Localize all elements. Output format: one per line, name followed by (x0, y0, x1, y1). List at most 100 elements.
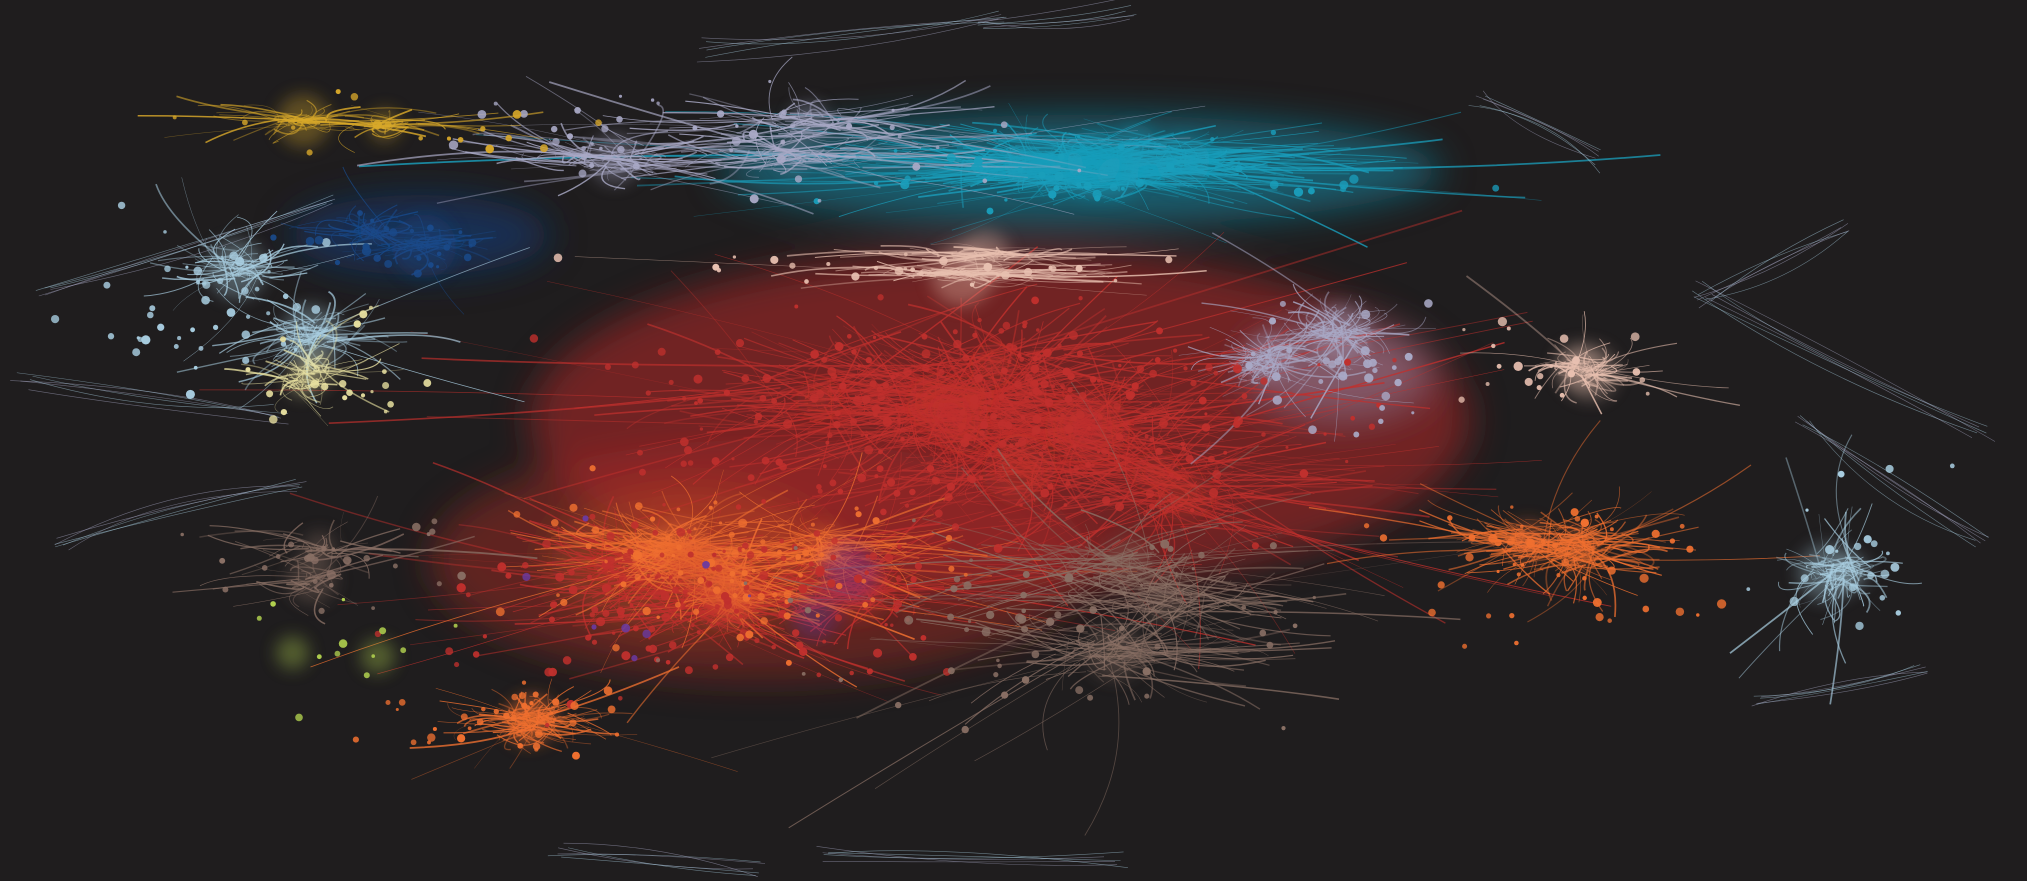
red-core-node (735, 504, 742, 510)
red-core-edge (581, 568, 608, 638)
red-core-node (686, 529, 692, 534)
orange-node (529, 701, 534, 706)
brown-node (950, 585, 958, 593)
pale-blue-hub-glow (207, 239, 266, 299)
red-core-node (662, 502, 666, 507)
orange-node (802, 549, 810, 557)
red-core-edge (721, 369, 898, 396)
orange-node (476, 718, 484, 726)
orange-edge (1596, 464, 1752, 545)
lavender-edge (472, 132, 589, 157)
teal-node (1166, 162, 1175, 171)
red-core-node (1118, 363, 1122, 368)
brown-edge (331, 552, 370, 579)
brown-edge (1201, 547, 1236, 590)
red-core-edge (968, 430, 1139, 449)
pale-blue-node (146, 311, 154, 319)
red-core-node (771, 644, 777, 650)
red-core-edge (653, 608, 693, 623)
lavender-edge (853, 158, 861, 168)
lavender-node (581, 146, 586, 151)
red-core-edge (878, 436, 933, 501)
orange-node (634, 573, 641, 581)
red-core-edge (199, 389, 846, 407)
purple-hub-glow (822, 543, 878, 599)
red-core-edge (1155, 342, 1494, 488)
pale-yellow-node (269, 415, 278, 424)
orange-node (963, 572, 968, 577)
red-core-edge (731, 388, 795, 402)
navy-node (389, 228, 398, 237)
lavender-node (1271, 372, 1281, 382)
red-core-node (903, 367, 912, 377)
orange-node (783, 590, 792, 599)
red-core-node (1072, 444, 1077, 449)
red-core-node (921, 349, 931, 359)
red-core-node (808, 561, 814, 567)
red-core-edge (1028, 355, 1172, 360)
red-core-edge (979, 491, 1105, 549)
red-core-node (1020, 415, 1026, 420)
brown-node (1076, 624, 1085, 633)
red-core-node (1113, 402, 1121, 410)
pale-blue-node (149, 305, 156, 312)
orange-node (1669, 538, 1676, 544)
teal-node (973, 156, 983, 166)
orange-node (1510, 505, 1514, 509)
brown-edge (1125, 650, 1261, 710)
navy-node (361, 246, 372, 256)
red-core-node (869, 552, 878, 561)
brown-edge (1143, 640, 1336, 651)
red-core-node (657, 347, 666, 356)
orange-node (467, 726, 472, 731)
outer-edge (983, 14, 1137, 29)
lavender-node (1394, 378, 1402, 387)
red-core-node (1078, 296, 1083, 301)
brown-node (222, 586, 229, 593)
orange-node (671, 553, 676, 558)
brown-node (655, 658, 661, 663)
lavender-edge (856, 122, 1019, 152)
navy-node (458, 230, 463, 235)
red-core-node (1040, 488, 1050, 498)
gold-node (595, 119, 602, 126)
red-core-node (652, 529, 659, 536)
orange-node (569, 719, 577, 727)
peach-node (969, 282, 975, 287)
red-core-edge (965, 481, 992, 506)
orange-node (427, 740, 431, 745)
gold-edge (324, 107, 437, 121)
red-core-node (865, 357, 872, 364)
brown-hub-glow (1140, 575, 1188, 623)
peach-node (1559, 334, 1569, 343)
brown-node (318, 607, 325, 615)
brown-edge (1158, 605, 1220, 638)
brown-edge (856, 556, 1192, 719)
red-core-edge (1233, 492, 1327, 510)
orange-node (713, 500, 718, 505)
pale-yellow-node (310, 379, 320, 389)
red-core-node (753, 419, 759, 424)
red-core-node (1285, 445, 1289, 449)
lavender-node (616, 116, 623, 123)
peach-node (1537, 372, 1544, 380)
red-core-node (472, 651, 480, 658)
red-core-node (979, 475, 984, 480)
pale-yellow-node (353, 320, 362, 328)
orange-node (1509, 612, 1515, 619)
red-core-node (465, 592, 471, 598)
red-core-node (1028, 391, 1033, 395)
peach-node (851, 272, 860, 281)
red-core-edge (1042, 430, 1098, 525)
red-core-edge (1238, 476, 1333, 482)
pale-blue-node (157, 323, 165, 331)
lavender-edge (746, 160, 774, 178)
red-core-node (1068, 330, 1079, 340)
lime-node (453, 623, 458, 628)
lavender-node (1404, 352, 1413, 361)
orange-node (1512, 562, 1516, 567)
red-core-node (810, 349, 820, 359)
orange-node (1582, 595, 1587, 601)
outer-edge (1794, 421, 1981, 544)
red-core-node (864, 445, 874, 455)
